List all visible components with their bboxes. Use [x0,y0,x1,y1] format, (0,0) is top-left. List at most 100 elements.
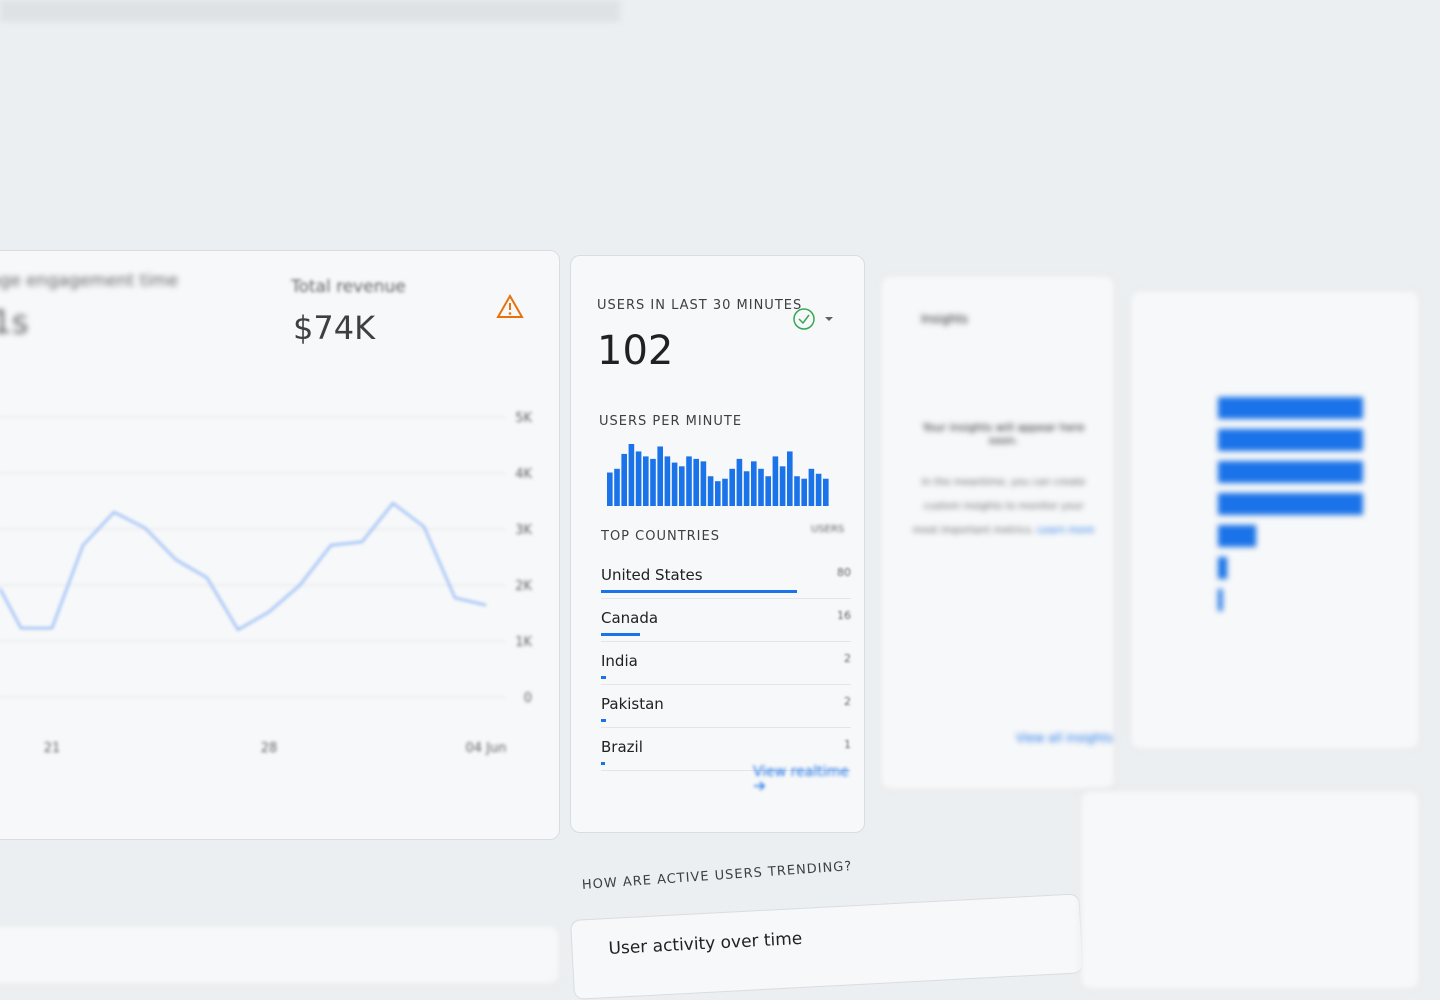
x-tick-label: 04 Jun [466,741,507,756]
country-name: Brazil [601,738,643,756]
country-users: 80 [837,566,851,579]
bar [751,461,757,506]
bar [808,468,815,506]
y-tick-label: 4K [515,467,532,482]
bar [700,461,707,506]
bar [765,476,771,506]
y-tick-label: 3K [515,523,532,538]
country-bar [601,633,641,636]
hbar [1218,461,1363,483]
link-text[interactable]: View realtime [753,764,849,780]
learn-more-link[interactable]: Learn more [1037,525,1095,536]
country-row: India 2 [601,642,851,685]
x-tick-label: 28 [261,741,278,756]
hbar [1218,589,1223,611]
view-insights-link[interactable]: View all insights [1016,731,1113,745]
hbar [1218,493,1363,515]
users-header: USERS [811,524,845,535]
bar [635,451,642,506]
bar [736,458,743,506]
bar [743,471,750,506]
realtime-value: 102 [597,328,674,374]
country-list: United States 80 Canada 16 India 2 Pakistan 2 Br… [601,556,851,771]
country-row: United States 80 [601,556,851,599]
hbar [1218,429,1363,451]
bar [729,468,735,506]
country-row: Canada 16 [601,599,851,642]
hbar-chart [1218,397,1363,611]
bar [715,481,721,506]
realtime-card: USERS IN LAST 30 MINUTES 102 USERS PER M… [570,255,865,833]
bar [815,473,822,506]
bar [693,458,699,506]
hbar [1218,557,1228,579]
bar [671,462,678,506]
country-bar [601,719,606,722]
y-tick-label: 0 [524,691,532,706]
hbar [1218,397,1363,419]
bar-chart-title: USERS PER MINUTE [599,414,743,429]
trend-title: HOW ARE ACTIVE USERS TRENDING? [581,859,853,893]
detail-text: In the meantime, you can create custom i… [912,477,1086,536]
bar [787,451,793,506]
bar [794,476,800,506]
country-row: Pakistan 2 [601,685,851,728]
bar [643,456,649,506]
y-tick-label: 5K [515,411,532,426]
right-card [1130,290,1420,750]
insights-title: Insights [921,312,968,326]
bar [722,478,728,506]
bar [686,456,692,506]
bar [628,444,635,506]
bar [707,476,714,506]
bar [801,478,807,506]
y-tick-label: 2K [515,579,532,594]
country-name: Pakistan [601,695,664,713]
line-chart: 0 1K 2K 3K 4K 5K 21 28 04 Jun [0,411,532,756]
bar [657,446,663,506]
trend-card: User activity over time [570,893,1084,1000]
warning-icon[interactable] [496,293,524,321]
x-tick-label: 21 [44,741,61,756]
status-dropdown[interactable] [791,306,841,332]
bar-chart [607,444,829,506]
right-bottom-card [1080,790,1420,990]
bar [758,468,764,506]
country-bar [601,590,797,593]
country-users: 2 [844,652,851,665]
overview-card: Average engagement time 51s Total revenu… [0,250,560,840]
trend-card-title: User activity over time [608,928,803,960]
country-bar [601,676,606,679]
country-users: 2 [844,695,851,708]
left-bottom-card [0,925,560,985]
view-realtime-link[interactable]: View realtime [753,764,864,796]
revenue-value: $74K [293,309,376,347]
bar [779,466,786,506]
bar [614,468,620,506]
arrow-icon [754,781,766,791]
insights-message: Your insights will appear here soon. [922,421,1085,447]
country-users: 1 [844,738,851,751]
bar [664,456,671,506]
country-name: United States [601,566,703,584]
country-users: 16 [837,609,851,622]
bar [621,453,627,506]
bar [823,478,829,506]
insights-card: Insights Your insights will appear here … [880,275,1115,790]
country-name: Canada [601,609,659,627]
top-bar [0,0,620,22]
engagement-value: 51s [0,303,29,341]
country-name: India [601,652,638,670]
bar [772,456,779,506]
bar [607,472,613,506]
bar [650,458,656,506]
bar [679,466,685,506]
insights-detail: In the meantime, you can create custom i… [911,471,1096,543]
line-series [0,501,487,632]
countries-title: TOP COUNTRIES [601,529,720,544]
realtime-title: USERS IN LAST 30 MINUTES [597,298,803,313]
engagement-label: Average engagement time [0,271,179,291]
country-bar [601,762,605,765]
y-tick-label: 1K [515,635,532,650]
